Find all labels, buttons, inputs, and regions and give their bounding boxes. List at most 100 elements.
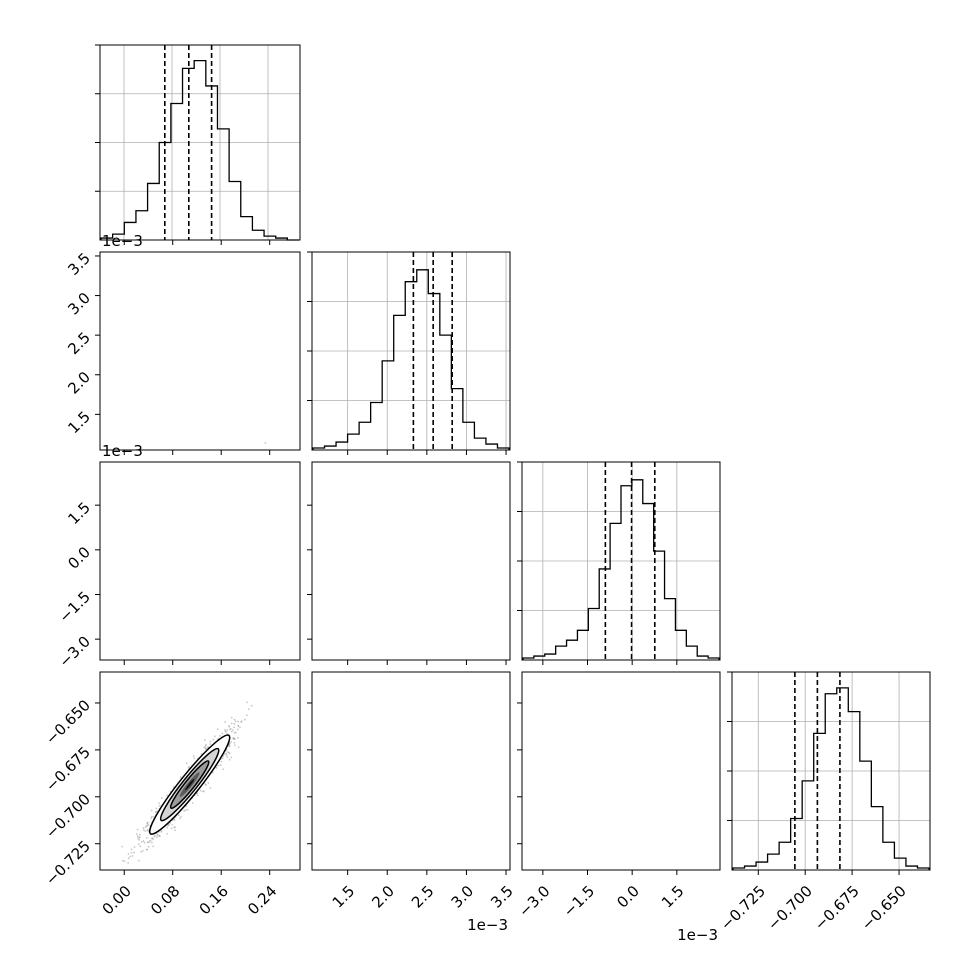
scatter-point	[180, 570, 182, 572]
scatter-point	[199, 534, 201, 536]
scatter-point	[189, 536, 191, 538]
scatter-point	[193, 555, 195, 557]
scatter-point	[210, 522, 212, 524]
scatter-point	[213, 546, 215, 548]
scatter-point	[215, 314, 217, 316]
scatter-point	[438, 525, 440, 527]
scatter-point	[180, 552, 182, 554]
scatter-point	[179, 294, 181, 296]
scatter-point	[411, 522, 413, 524]
scatter-point	[241, 495, 243, 497]
scatter-point	[162, 317, 164, 319]
scatter-point	[141, 335, 143, 337]
scatter-point	[430, 564, 432, 566]
scatter-point	[422, 545, 424, 547]
scatter-point	[413, 567, 415, 569]
scatter-point	[167, 599, 169, 601]
scatter-point	[420, 486, 422, 488]
scatter-point	[194, 352, 196, 354]
scatter-point	[203, 326, 205, 328]
scatter-point	[421, 512, 423, 514]
scatter-point	[196, 314, 198, 316]
scatter-point	[471, 569, 473, 571]
scatter-point	[198, 538, 200, 540]
scatter-point	[166, 598, 168, 600]
scatter-point	[391, 567, 393, 569]
scatter-point	[180, 546, 182, 548]
scatter-point	[443, 567, 445, 569]
scatter-point	[161, 580, 163, 582]
scatter-point	[209, 322, 211, 324]
scatter-point	[427, 533, 429, 535]
scatter-point	[144, 322, 146, 324]
scatter-point	[411, 556, 413, 558]
scatter-point	[197, 363, 199, 365]
scatter-point	[179, 557, 181, 559]
scatter-point	[482, 570, 484, 572]
scatter-point	[402, 514, 404, 516]
scatter-point	[168, 314, 170, 316]
scatter-point	[216, 517, 218, 519]
scatter-point	[169, 564, 171, 566]
scatter-point	[175, 330, 177, 332]
scatter-point	[143, 305, 145, 307]
scatter-point	[448, 503, 450, 505]
scatter-point	[441, 536, 443, 538]
scatter-point	[205, 299, 207, 301]
scatter-point	[174, 317, 176, 319]
scatter-point	[240, 482, 242, 484]
scatter-point	[201, 535, 203, 537]
scatter-point	[419, 510, 421, 512]
scatter-point	[179, 332, 181, 334]
scatter-point	[202, 347, 204, 349]
scatter-point	[467, 578, 469, 580]
scatter-point	[469, 549, 471, 551]
scatter-point	[211, 301, 213, 303]
scatter-point	[169, 541, 171, 543]
scatter-point	[206, 561, 208, 563]
scatter-point	[192, 309, 194, 311]
scatter-point	[201, 312, 203, 314]
scatter-point	[405, 567, 407, 569]
scatter-point	[442, 609, 444, 611]
scatter-point	[188, 539, 190, 541]
scatter-point	[225, 348, 227, 350]
scatter-point	[179, 533, 181, 535]
scatter-point	[448, 541, 450, 543]
scatter-point	[438, 547, 440, 549]
scatter-point	[186, 560, 188, 562]
scatter-point	[170, 572, 172, 574]
scatter-point	[183, 344, 185, 346]
scatter-point	[196, 543, 198, 545]
scatter-point	[184, 345, 186, 347]
scatter-point	[180, 300, 182, 302]
scatter-point	[189, 575, 191, 577]
scatter-point	[197, 321, 199, 323]
scatter-point	[214, 499, 216, 501]
scatter-point	[440, 550, 442, 552]
scatter-point	[425, 551, 427, 553]
scatter-point	[215, 529, 217, 531]
scatter-point	[410, 510, 412, 512]
scatter-point	[422, 558, 424, 560]
scatter-point	[198, 320, 200, 322]
scatter-point	[189, 553, 191, 555]
scatter-point	[425, 576, 427, 578]
hist-panel-3	[727, 672, 930, 870]
scatter-point	[198, 533, 200, 535]
scatter-point	[193, 342, 195, 344]
scatter-point	[195, 317, 197, 319]
scatter-point	[420, 544, 422, 546]
scatter-point	[168, 576, 170, 578]
scatter-point	[184, 293, 186, 295]
scatter-point	[184, 546, 186, 548]
scatter-point	[189, 326, 191, 328]
scatter-point	[212, 556, 214, 558]
scatter-point	[210, 526, 212, 528]
scatter-point	[429, 548, 431, 550]
scatter-point	[431, 594, 433, 596]
scatter-point	[187, 314, 189, 316]
scatter-point	[204, 307, 206, 309]
scatter-point	[406, 564, 408, 566]
scatter-point	[202, 358, 204, 360]
